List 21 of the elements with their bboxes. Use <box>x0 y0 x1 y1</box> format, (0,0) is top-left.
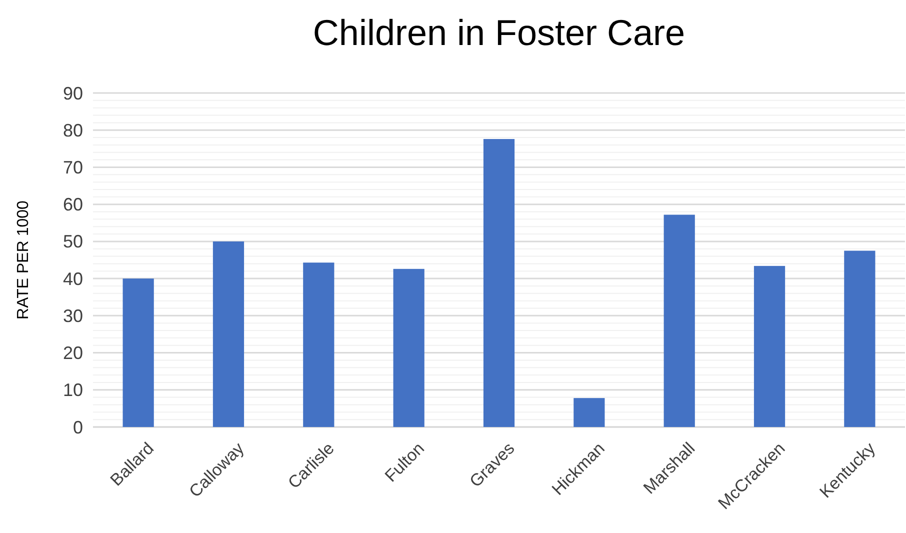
bar <box>664 214 695 427</box>
bar <box>303 262 334 427</box>
bar <box>844 250 876 427</box>
y-tick-label: 70 <box>62 158 83 178</box>
y-tick-label: 10 <box>62 380 83 400</box>
bar <box>212 241 244 427</box>
bar <box>483 139 515 427</box>
bar <box>122 278 154 427</box>
y-tick-label: 90 <box>62 83 83 104</box>
bar <box>574 398 605 427</box>
bar <box>393 268 424 427</box>
chart-title: Children in Foster Care <box>312 12 686 53</box>
y-tick-label: 30 <box>62 306 83 326</box>
y-tick-label: 50 <box>62 232 83 252</box>
y-axis-title: RATE PER 1000 <box>15 200 32 320</box>
y-tick-label: 0 <box>72 417 83 438</box>
y-tick-label: 20 <box>62 343 83 364</box>
y-tick-label: 40 <box>62 268 83 289</box>
y-tick-label: 80 <box>62 120 83 140</box>
bar <box>754 266 786 427</box>
y-tick-label: 60 <box>62 194 83 215</box>
